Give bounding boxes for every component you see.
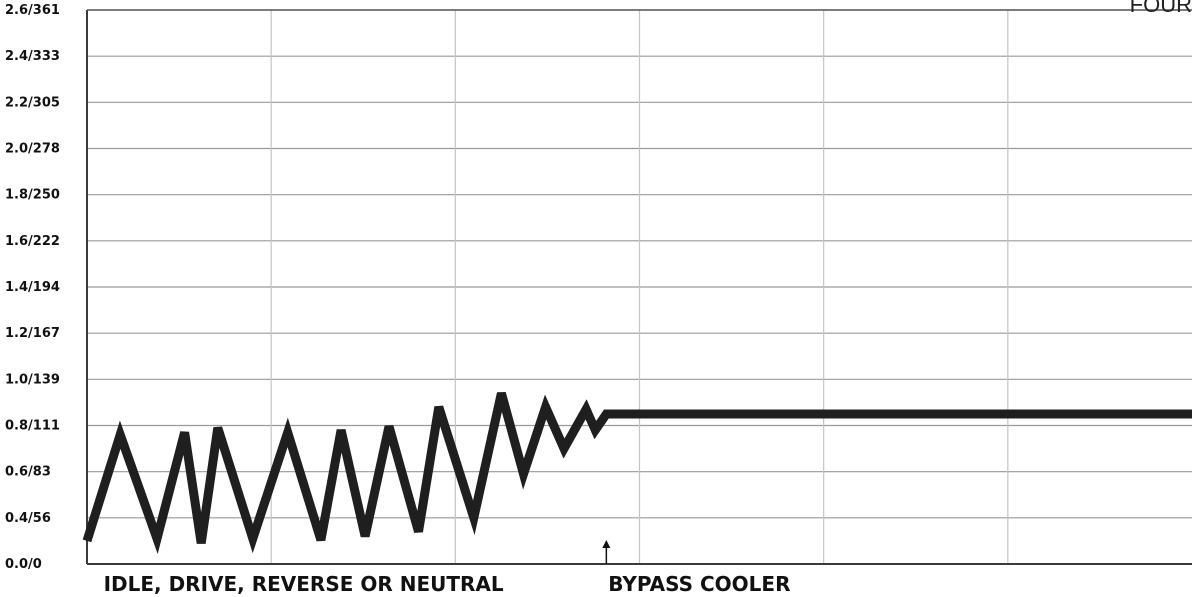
- y-tick-labels: 0.0/0 0.4/56 0.6/83 0.8/111 1.0/139 1.2/167 1.…: [5, 3, 60, 572]
- annotation-arrow-head: [602, 540, 611, 548]
- y-tick-label: 0.8/111: [5, 419, 60, 434]
- y-tick-label: 0.4/56: [5, 511, 51, 526]
- y-tick-label: 1.6/222: [5, 234, 60, 249]
- y-tick-label: 1.4/194: [5, 280, 60, 295]
- y-tick-label: 0.0/0: [5, 557, 42, 572]
- annotation-label: IDLE, DRIVE, REVERSE OR NEUTRAL: [104, 572, 504, 596]
- y-tick-label: 2.4/333: [5, 49, 60, 64]
- y-tick-label: 2.0/278: [5, 142, 60, 157]
- annotations: IDLE, DRIVE, REVERSE OR NEUTRAL BYPASS CO…: [104, 540, 790, 596]
- y-tick-label: 1.2/167: [5, 326, 60, 341]
- y-tick-label: 1.8/250: [5, 188, 60, 203]
- corner-text: FOUR: [1130, 0, 1192, 17]
- grid-lines: [86, 9, 1192, 565]
- y-tick-label: 2.2/305: [5, 95, 60, 110]
- y-tick-label: 0.6/83: [5, 465, 51, 480]
- y-tick-label: 2.6/361: [5, 3, 60, 18]
- annotation-label: BYPASS COOLER: [608, 572, 790, 596]
- y-tick-label: 1.0/139: [5, 372, 60, 387]
